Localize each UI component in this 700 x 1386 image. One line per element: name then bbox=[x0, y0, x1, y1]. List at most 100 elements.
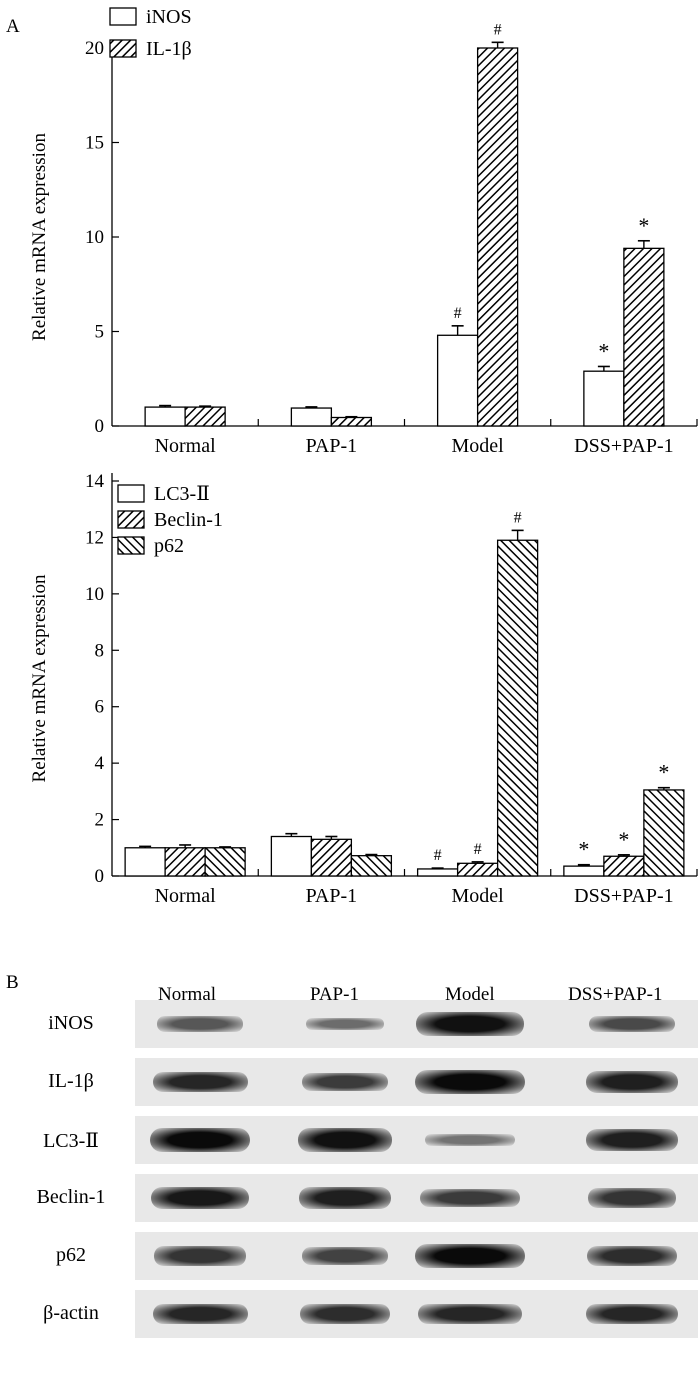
blot-row-label: IL-1β bbox=[48, 1070, 94, 1092]
blot-band bbox=[415, 1070, 525, 1094]
y-axis-label: Relative mRNA expression bbox=[29, 574, 50, 782]
x-tick-label: Model bbox=[452, 885, 505, 907]
bar bbox=[456, 862, 499, 877]
significance-hash: # bbox=[514, 509, 522, 526]
blot-lane-label: Normal bbox=[158, 984, 217, 1005]
bar bbox=[124, 847, 166, 877]
bar bbox=[310, 838, 353, 877]
blot-strip bbox=[135, 1290, 698, 1338]
blot-band bbox=[587, 1188, 677, 1208]
blot-band bbox=[585, 1129, 679, 1151]
significance-asterisk: * bbox=[578, 837, 589, 862]
significance-asterisk: * bbox=[618, 827, 629, 852]
legend-label: IL-1β bbox=[146, 38, 192, 60]
blot-lane-label: PAP-1 bbox=[310, 984, 359, 1005]
significance-asterisk: * bbox=[638, 213, 649, 238]
legend-label: Beclin-1 bbox=[154, 509, 223, 531]
chart-inos-il1b: 0 5 10 15 20 Relative mRNA expression Normal PA… bbox=[29, 6, 698, 457]
blot-band bbox=[300, 1304, 390, 1324]
blot-band bbox=[302, 1247, 388, 1265]
significance-hash: # bbox=[474, 841, 482, 858]
x-tick-label: Normal bbox=[155, 885, 217, 907]
blot-strip bbox=[135, 1174, 698, 1222]
blot-band bbox=[415, 1012, 525, 1036]
bar bbox=[350, 855, 393, 877]
bar bbox=[184, 406, 226, 427]
blot-band bbox=[587, 1246, 677, 1266]
blot-band bbox=[301, 1072, 389, 1092]
blot-row-label: Beclin-1 bbox=[36, 1186, 106, 1208]
western-blot: Normal PAP-1 Model DSS+PAP-1 iNOS IL-1β LC… bbox=[0, 960, 700, 1386]
bar bbox=[330, 416, 373, 427]
y-tick-label: 6 bbox=[95, 697, 105, 718]
blot-band bbox=[419, 1188, 521, 1208]
bar bbox=[290, 407, 333, 427]
bar bbox=[496, 539, 539, 877]
x-tick-label: DSS+PAP-1 bbox=[574, 885, 673, 907]
y-tick-label: 10 bbox=[85, 227, 104, 248]
y-tick-label: 12 bbox=[85, 527, 104, 548]
blot-band bbox=[150, 1128, 250, 1152]
blot-band bbox=[586, 1303, 678, 1325]
blot-band bbox=[417, 1303, 523, 1325]
blot-row-label: β-actin bbox=[43, 1302, 99, 1324]
blot-lane-label: Model bbox=[445, 984, 495, 1005]
y-tick-label: 0 bbox=[95, 866, 105, 887]
x-tick-label: Model bbox=[452, 435, 505, 457]
panel-label-a: A bbox=[6, 16, 20, 37]
bar bbox=[476, 47, 519, 427]
blot-strip bbox=[135, 1058, 698, 1106]
blot-strip bbox=[135, 1232, 698, 1280]
x-tick-label: DSS+PAP-1 bbox=[574, 435, 673, 457]
blot-strip bbox=[135, 1000, 698, 1048]
blot-row-label: iNOS bbox=[48, 1012, 94, 1034]
bar bbox=[603, 855, 645, 877]
y-tick-label: 5 bbox=[95, 322, 105, 343]
y-tick-label: 4 bbox=[95, 753, 105, 774]
bar bbox=[583, 370, 625, 427]
bar bbox=[436, 334, 479, 427]
blot-band bbox=[152, 1303, 248, 1325]
blot-band bbox=[585, 1071, 679, 1093]
legend-swatch bbox=[117, 536, 145, 555]
blot-lane-label: DSS+PAP-1 bbox=[568, 984, 663, 1005]
y-tick-label: 15 bbox=[85, 133, 104, 154]
blot-band bbox=[299, 1187, 391, 1209]
panel-label-b: B bbox=[6, 972, 19, 993]
x-tick-label: PAP-1 bbox=[306, 435, 358, 457]
bar bbox=[416, 868, 459, 877]
significance-hash: # bbox=[434, 847, 442, 864]
blot-band bbox=[425, 1134, 515, 1146]
significance-asterisk: * bbox=[598, 338, 609, 363]
significance-hash: # bbox=[494, 21, 502, 38]
bar bbox=[623, 247, 665, 427]
blot-band bbox=[156, 1016, 244, 1032]
blot-band bbox=[153, 1246, 247, 1266]
legend-label: p62 bbox=[154, 535, 184, 557]
significance-hash: # bbox=[454, 305, 462, 322]
blot-band bbox=[298, 1128, 392, 1152]
bar bbox=[270, 835, 313, 877]
bar bbox=[164, 847, 206, 877]
blot-band bbox=[589, 1015, 675, 1033]
chart-autophagy-markers: 0 2 4 6 8 10 12 14 Relative mRNA expression Norma… bbox=[29, 471, 698, 907]
y-tick-label: 20 bbox=[85, 38, 104, 59]
bar bbox=[643, 789, 685, 877]
blot-row-label: p62 bbox=[56, 1244, 86, 1266]
x-tick-label: PAP-1 bbox=[306, 885, 358, 907]
bar bbox=[563, 865, 605, 877]
y-tick-label: 10 bbox=[85, 584, 104, 605]
significance-asterisk: * bbox=[658, 760, 669, 785]
legend-label: LC3-Ⅱ bbox=[154, 483, 210, 505]
y-tick-label: 14 bbox=[85, 471, 105, 492]
blot-band bbox=[152, 1071, 248, 1093]
legend-swatch bbox=[117, 510, 145, 529]
legend-swatch bbox=[117, 484, 145, 503]
blot-band bbox=[305, 1017, 385, 1031]
y-tick-label: 0 bbox=[95, 416, 105, 437]
blot-strip bbox=[135, 1116, 698, 1164]
bar bbox=[144, 406, 186, 427]
x-tick-label: Normal bbox=[155, 435, 217, 457]
legend-label: iNOS bbox=[146, 6, 192, 28]
legend-swatch bbox=[109, 7, 137, 26]
